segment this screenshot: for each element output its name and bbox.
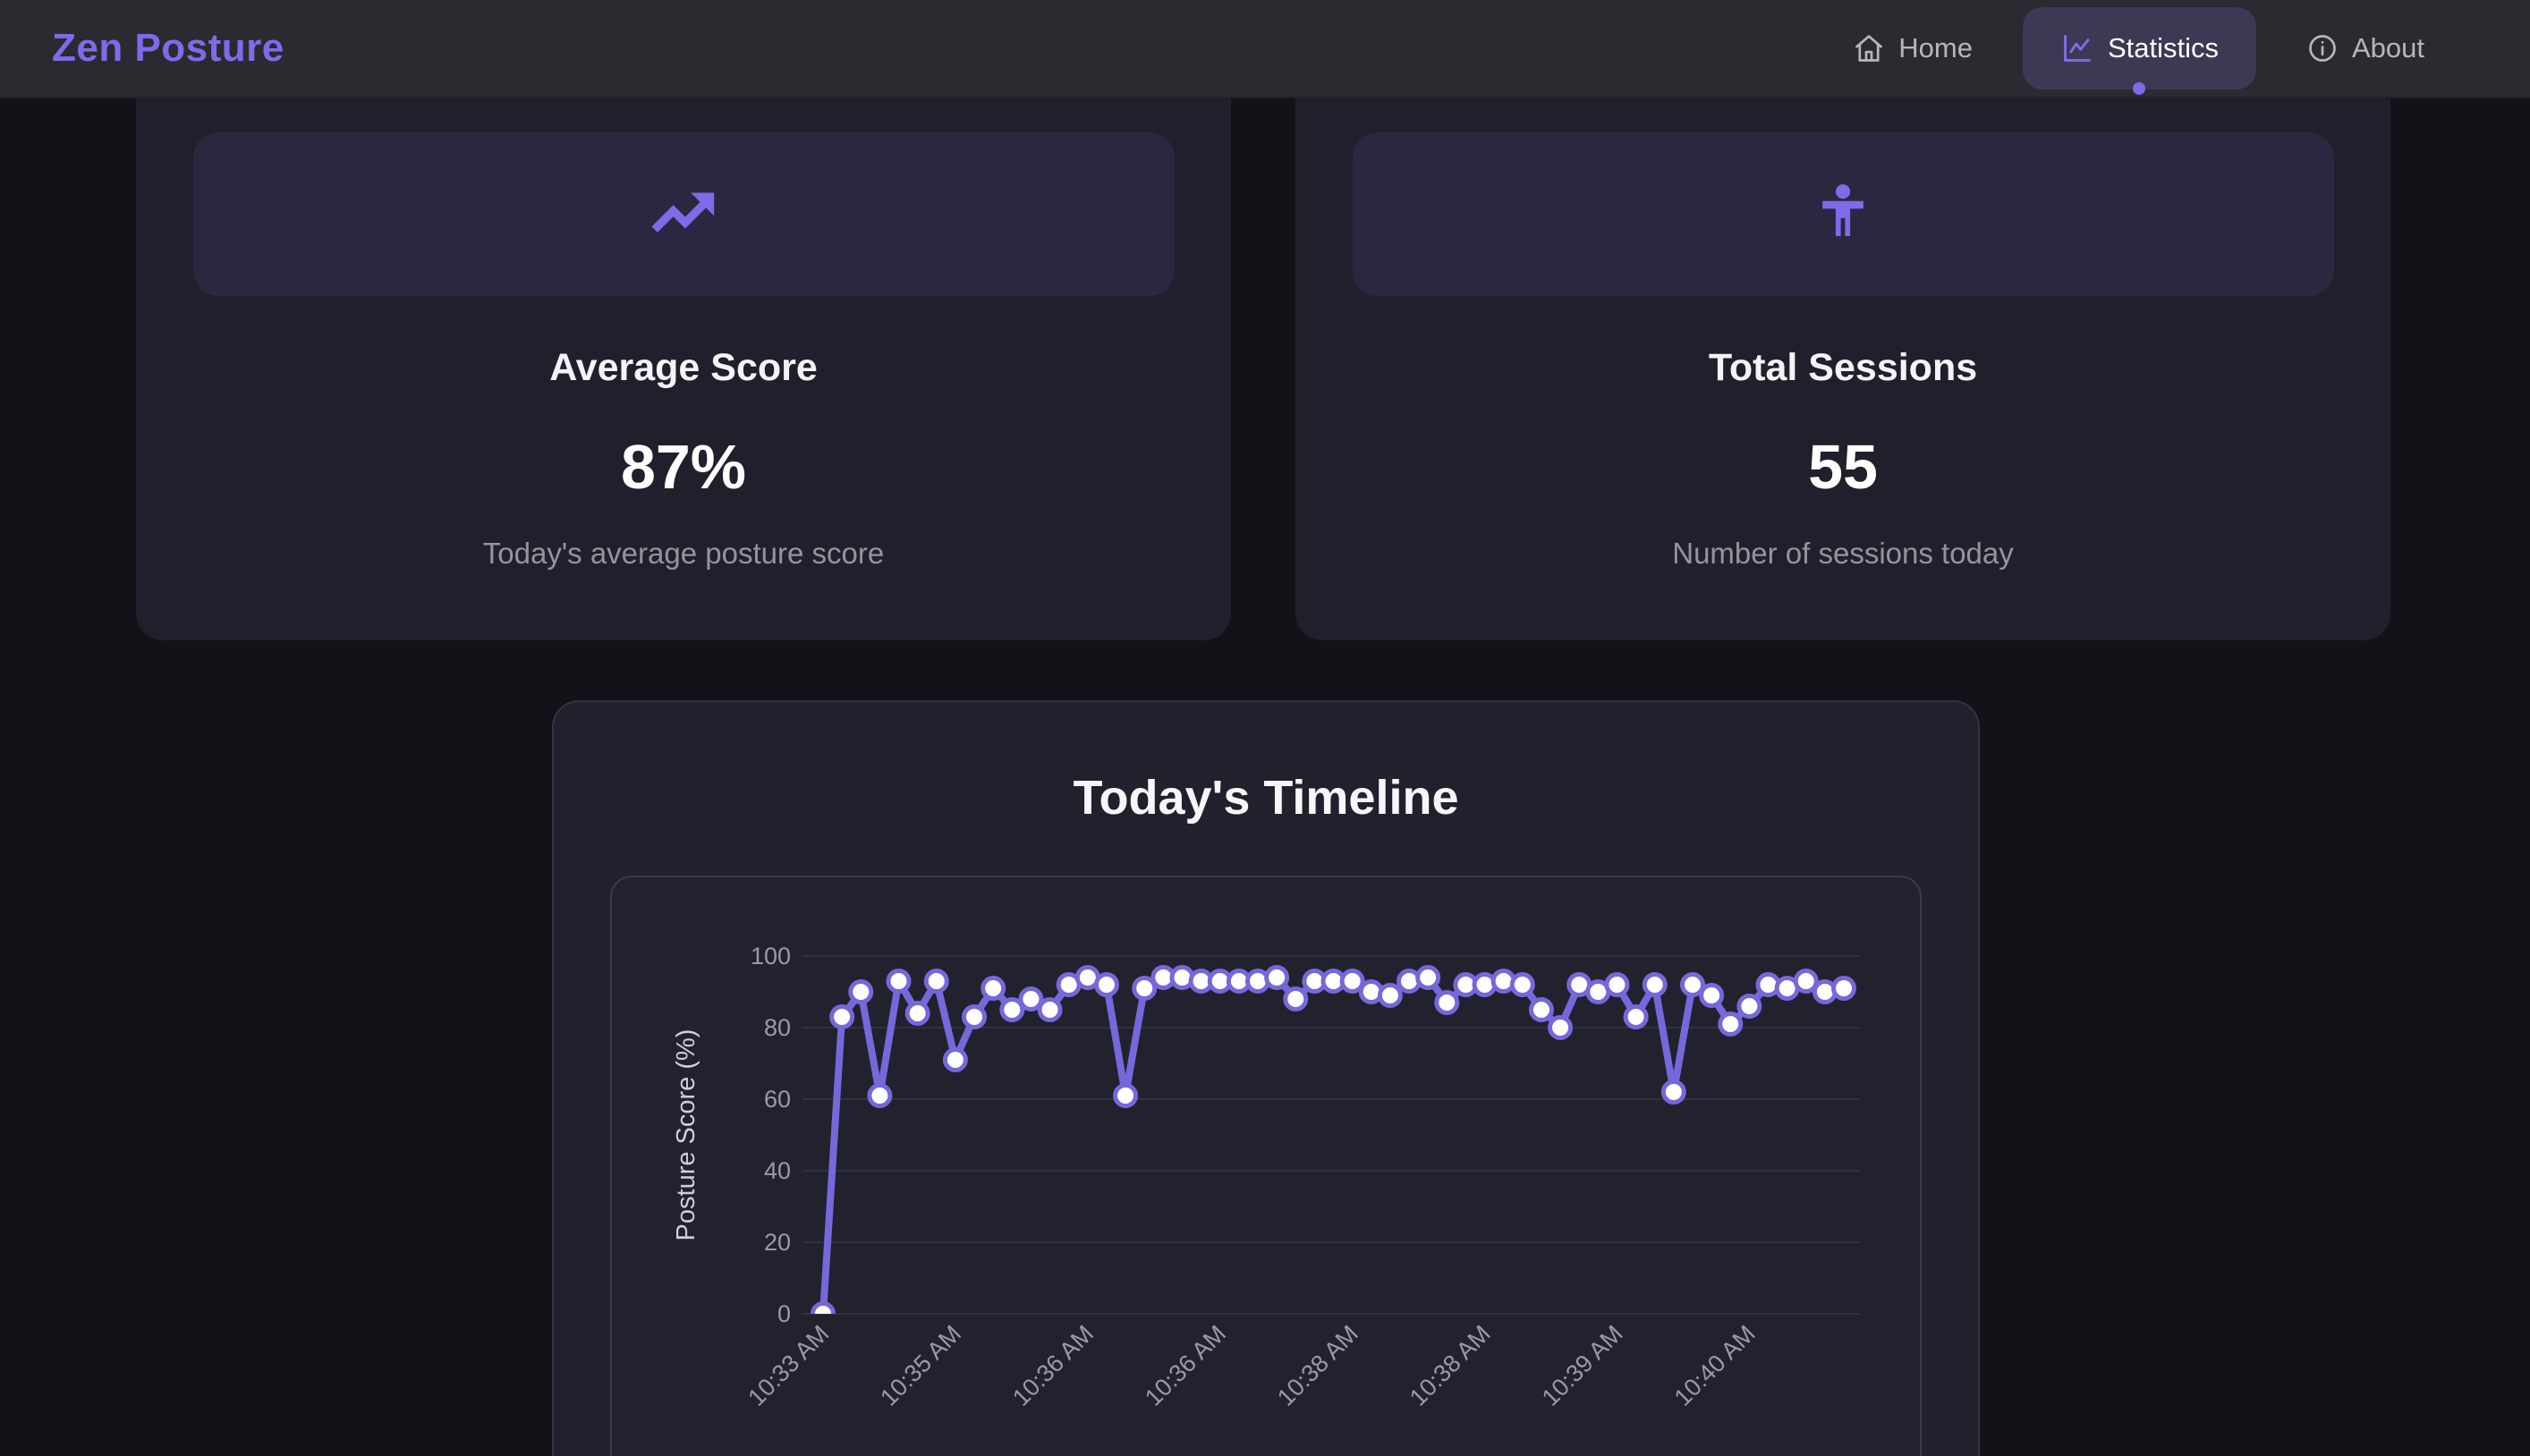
svg-text:10:38 AM: 10:38 AM	[1272, 1320, 1363, 1411]
svg-text:Posture Score (%): Posture Score (%)	[672, 1029, 700, 1241]
app-logo[interactable]: Zen Posture	[52, 26, 284, 70]
svg-text:60: 60	[764, 1086, 791, 1113]
info-icon	[2306, 32, 2339, 64]
total-sessions-icon-band	[1352, 132, 2334, 296]
stat-title: Average Score	[549, 346, 818, 389]
svg-text:20: 20	[764, 1229, 791, 1256]
stat-card-total-sessions: Total Sessions 55 Number of sessions tod…	[1295, 98, 2390, 640]
chart-panel: 0 20 40 60 80 100 Posture Score (%) 10:33 AM 10:…	[610, 876, 1922, 1456]
person-icon	[1811, 180, 1875, 249]
nav-item-about[interactable]: About	[2272, 0, 2458, 97]
svg-text:10:33 AM: 10:33 AM	[743, 1320, 834, 1411]
svg-text:10:40 AM: 10:40 AM	[1669, 1320, 1761, 1411]
svg-text:100: 100	[751, 943, 791, 969]
chart-line-icon	[2060, 31, 2094, 65]
svg-text:10:35 AM: 10:35 AM	[875, 1320, 966, 1411]
nav-menu: Home Statistics About	[1819, 0, 2458, 97]
stat-title: Total Sessions	[1708, 346, 1978, 389]
active-indicator-dot	[2133, 82, 2146, 95]
nav-item-label: Statistics	[2107, 32, 2219, 63]
stat-value: 87%	[620, 432, 747, 502]
average-score-icon-band	[192, 132, 1175, 296]
timeline-card: Today's Timeline 0 20 40 60 80 100 Posture Sco…	[552, 700, 1980, 1456]
svg-text:80: 80	[764, 1014, 791, 1041]
navbar: Zen Posture Home Statistics	[0, 0, 2530, 98]
svg-text:10:38 AM: 10:38 AM	[1405, 1320, 1496, 1411]
stat-value: 55	[1808, 432, 1878, 502]
nav-item-statistics[interactable]: Statistics	[2022, 7, 2256, 95]
nav-item-home[interactable]: Home	[1819, 0, 2007, 97]
nav-item-label: About	[2351, 32, 2424, 63]
svg-text:10:36 AM: 10:36 AM	[1007, 1320, 1099, 1411]
stat-subtitle: Number of sessions today	[1672, 537, 2014, 570]
svg-text:40: 40	[764, 1157, 791, 1184]
svg-text:10:36 AM: 10:36 AM	[1140, 1320, 1231, 1411]
trending-up-icon	[649, 178, 717, 250]
stat-subtitle: Today's average posture score	[482, 537, 885, 570]
nav-item-label: Home	[1898, 32, 1973, 63]
home-icon	[1853, 32, 1885, 64]
svg-text:0: 0	[777, 1300, 791, 1327]
stat-card-average-score: Average Score 87% Today's average postur…	[136, 98, 1231, 640]
timeline-line-chart[interactable]: 0 20 40 60 80 100 Posture Score (%) 10:33 AM 10:…	[612, 877, 1922, 1456]
chart-title: Today's Timeline	[1073, 771, 1459, 825]
svg-text:10:39 AM: 10:39 AM	[1537, 1320, 1628, 1411]
